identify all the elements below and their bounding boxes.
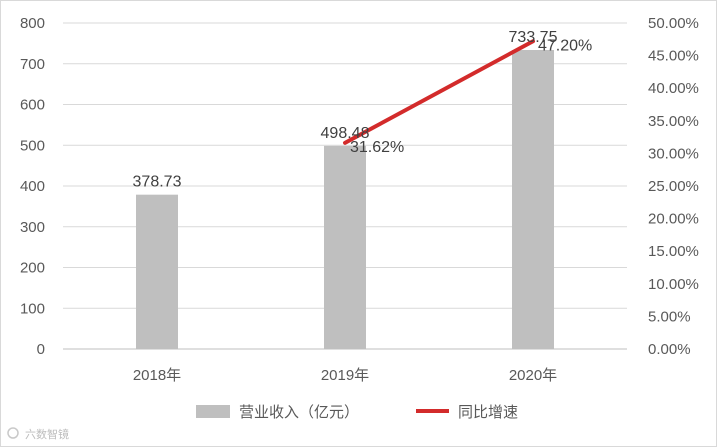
y2-tick-label: 10.00% xyxy=(648,276,699,293)
legend-swatch-revenue xyxy=(196,405,230,418)
y-tick-label: 500 xyxy=(20,137,45,154)
y2-tick-label: 5.00% xyxy=(648,308,691,325)
x-tick-label: 2019年 xyxy=(321,367,369,384)
bar-value-label: 498.48 xyxy=(321,125,370,142)
y2-tick-label: 45.00% xyxy=(648,48,699,65)
watermark-logo-icon xyxy=(7,427,19,439)
bar-value-label: 733.75 xyxy=(509,29,558,46)
revenue-bar xyxy=(136,194,178,349)
y2-tick-label: 20.00% xyxy=(648,211,699,228)
y-tick-label: 600 xyxy=(20,97,45,114)
y2-tick-label: 35.00% xyxy=(648,113,699,130)
y2-tick-label: 25.00% xyxy=(648,178,699,195)
y2-tick-label: 15.00% xyxy=(648,243,699,260)
y-tick-label: 400 xyxy=(20,178,45,195)
x-tick-label: 2020年 xyxy=(509,367,557,384)
y-tick-label: 100 xyxy=(20,300,45,317)
bar-value-label: 378.73 xyxy=(133,174,182,191)
legend-label-growth: 同比增速 xyxy=(458,403,518,421)
y2-tick-label: 30.00% xyxy=(648,145,699,162)
y-tick-label: 800 xyxy=(20,15,45,32)
y-tick-label: 300 xyxy=(20,219,45,236)
y-tick-label: 700 xyxy=(20,56,45,73)
legend-label-revenue: 营业收入（亿元） xyxy=(239,403,359,421)
growth-line xyxy=(343,39,535,145)
y2-tick-label: 40.00% xyxy=(648,80,699,97)
y-tick-label: 200 xyxy=(20,260,45,277)
growth-value-label: 47.20% xyxy=(538,37,592,54)
revenue-bar xyxy=(512,49,554,349)
y2-tick-label: 50.00% xyxy=(648,15,699,32)
y-tick-label: 0 xyxy=(37,341,45,358)
x-tick-label: 2018年 xyxy=(133,367,181,384)
y2-tick-label: 0.00% xyxy=(648,341,691,358)
watermark-text: 六数智镜 xyxy=(25,427,69,441)
revenue-bar xyxy=(324,145,366,349)
growth-value-label: 31.62% xyxy=(350,139,404,156)
